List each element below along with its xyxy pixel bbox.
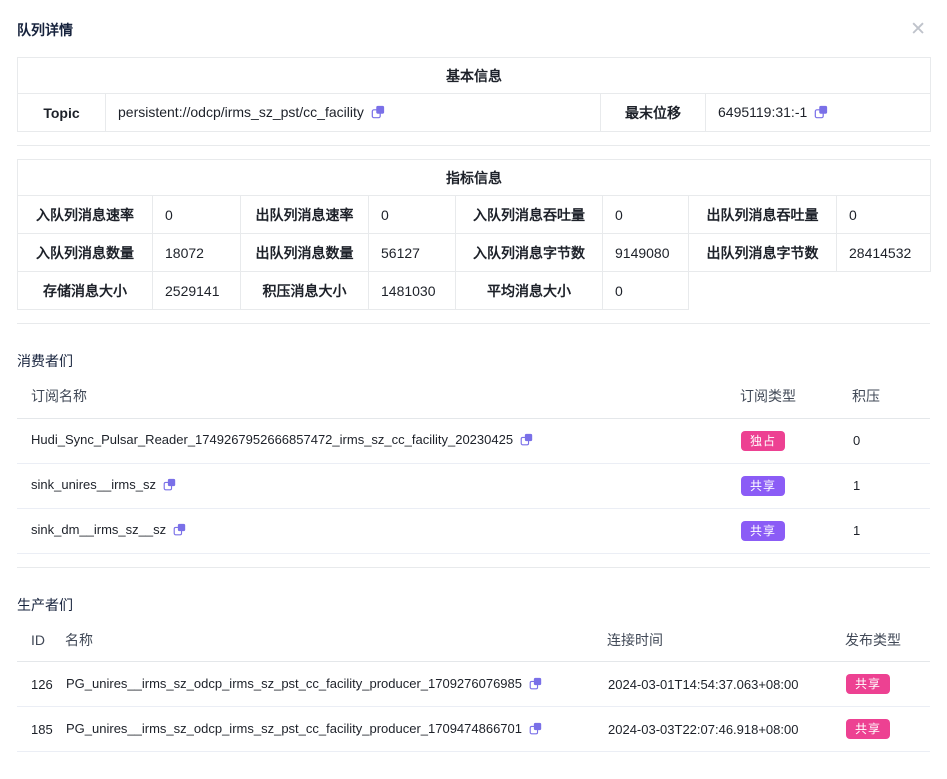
publish-type-badge: 共享 bbox=[846, 719, 891, 739]
producer-row: 126 PG_unires__irms_sz_odcp_irms_sz_pst_… bbox=[17, 661, 930, 707]
metric-label: 出队列消息速率 bbox=[240, 195, 369, 234]
subscription-type-badge: 独占 bbox=[741, 430, 786, 451]
table-row: Topic persistent://odcp/irms_sz_pst/cc_f… bbox=[17, 93, 931, 132]
empty-cell bbox=[689, 272, 931, 310]
topic-value: persistent://odcp/irms_sz_pst/cc_facilit… bbox=[118, 103, 364, 120]
metric-label: 入队列消息速率 bbox=[17, 195, 153, 234]
column-header-name: 名称 bbox=[65, 618, 607, 662]
producer-id: 185 bbox=[17, 706, 65, 752]
connect-time: 2024-03-01T14:54:37.063+08:00 bbox=[607, 661, 845, 707]
column-header-connect-time: 连接时间 bbox=[607, 618, 845, 662]
metric-label: 平均消息大小 bbox=[455, 271, 603, 310]
subscription-name: sink_dm__irms_sz__sz bbox=[31, 522, 167, 537]
producers-table: ID 名称 连接时间 发布类型 126 PG_unires__irms_sz_o… bbox=[17, 618, 930, 752]
metric-value: 56127 bbox=[368, 233, 456, 272]
section-divider bbox=[17, 145, 930, 146]
producer-row: 185 PG_unires__irms_sz_odcp_irms_sz_pst_… bbox=[17, 706, 930, 752]
column-header-backlog: 积压 bbox=[852, 375, 930, 419]
metric-label: 入队列消息数量 bbox=[17, 233, 153, 272]
section-divider bbox=[17, 566, 930, 568]
metric-label: 入队列消息字节数 bbox=[455, 233, 603, 272]
close-icon[interactable]: ✕ bbox=[910, 19, 926, 40]
metrics-table: 指标信息 入队列消息速率 0 出队列消息速率 0 入队列消息吞吐量 0 出队列消… bbox=[17, 159, 931, 310]
copy-icon[interactable] bbox=[163, 478, 176, 494]
subscription-row: Hudi_Sync_Pulsar_Reader_1749267952666857… bbox=[17, 418, 930, 464]
metric-label: 入队列消息吞吐量 bbox=[455, 195, 603, 234]
table-row: 存储消息大小 2529141 积压消息大小 1481030 平均消息大小 0 bbox=[17, 271, 931, 310]
metric-value: 0 bbox=[152, 195, 241, 234]
subscription-name: sink_unires__irms_sz bbox=[31, 477, 156, 492]
metric-value: 0 bbox=[368, 195, 456, 234]
metric-value: 2529141 bbox=[152, 271, 241, 310]
copy-icon[interactable] bbox=[814, 105, 828, 122]
backlog-value: 1 bbox=[852, 508, 930, 554]
column-header-subscription-name: 订阅名称 bbox=[17, 375, 740, 419]
column-header-publish-type: 发布类型 bbox=[845, 618, 930, 662]
last-offset-label: 最末位移 bbox=[600, 93, 706, 132]
subscription-type-badge: 共享 bbox=[741, 520, 786, 541]
queue-detail-modal: 队列详情 ✕ 基本信息 Topic persistent://odcp/irms… bbox=[17, 20, 931, 752]
metric-label: 出队列消息吞吐量 bbox=[688, 195, 837, 234]
section-divider bbox=[17, 323, 930, 324]
backlog-value: 0 bbox=[852, 418, 930, 464]
metric-value: 28414532 bbox=[836, 233, 931, 272]
subscription-row: sink_unires__irms_sz 共享 1 bbox=[17, 463, 930, 509]
producer-id: 126 bbox=[17, 661, 65, 707]
copy-icon[interactable] bbox=[529, 722, 542, 738]
basic-info-table: 基本信息 Topic persistent://odcp/irms_sz_pst… bbox=[17, 57, 931, 132]
producers-title: 生产者们 bbox=[17, 596, 73, 613]
metric-value: 1481030 bbox=[368, 271, 456, 310]
consumers-title: 消费者们 bbox=[17, 353, 73, 369]
copy-icon[interactable] bbox=[173, 523, 186, 539]
metric-value: 0 bbox=[602, 271, 689, 310]
metric-label: 出队列消息数量 bbox=[240, 233, 369, 272]
subscription-row: sink_dm__irms_sz__sz 共享 1 bbox=[17, 508, 930, 554]
copy-icon[interactable] bbox=[371, 105, 385, 122]
backlog-value: 1 bbox=[852, 463, 930, 509]
producer-name: PG_unires__irms_sz_odcp_irms_sz_pst_cc_f… bbox=[66, 675, 522, 691]
copy-icon[interactable] bbox=[520, 433, 533, 449]
column-header-subscription-type: 订阅类型 bbox=[740, 375, 852, 419]
last-offset-value: 6495119:31:-1 bbox=[718, 103, 808, 120]
table-row: 入队列消息数量 18072 出队列消息数量 56127 入队列消息字节数 914… bbox=[17, 233, 931, 272]
metric-value: 18072 bbox=[152, 233, 241, 272]
metric-label: 积压消息大小 bbox=[240, 271, 369, 310]
column-header-id: ID bbox=[17, 618, 65, 662]
connect-time: 2024-03-03T22:07:46.918+08:00 bbox=[607, 706, 845, 752]
metric-label: 存储消息大小 bbox=[17, 271, 153, 310]
metric-value: 0 bbox=[836, 195, 931, 234]
metric-value: 9149080 bbox=[602, 233, 689, 272]
publish-type-badge: 共享 bbox=[846, 674, 891, 694]
metrics-header: 指标信息 bbox=[17, 159, 931, 196]
modal-header: 队列详情 ✕ bbox=[17, 20, 930, 57]
copy-icon[interactable] bbox=[529, 677, 542, 693]
producer-name: PG_unires__irms_sz_odcp_irms_sz_pst_cc_f… bbox=[66, 720, 522, 736]
metric-value: 0 bbox=[602, 195, 689, 234]
metric-label: 出队列消息字节数 bbox=[688, 233, 837, 272]
subscription-name: Hudi_Sync_Pulsar_Reader_1749267952666857… bbox=[31, 432, 514, 447]
basic-info-header: 基本信息 bbox=[17, 57, 931, 94]
table-row: 入队列消息速率 0 出队列消息速率 0 入队列消息吞吐量 0 出队列消息吞吐量 … bbox=[17, 195, 931, 234]
topic-label: Topic bbox=[17, 93, 106, 132]
subscription-type-badge: 共享 bbox=[741, 475, 786, 496]
page-title: 队列详情 bbox=[17, 22, 73, 38]
consumers-table: 订阅名称 订阅类型 积压 Hudi_Sync_Pulsar_Reader_174… bbox=[17, 375, 930, 554]
